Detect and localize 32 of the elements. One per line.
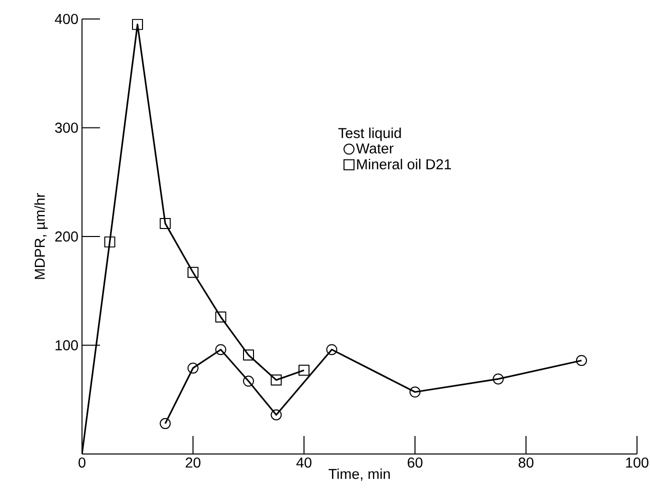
point [215, 344, 226, 356]
x-tick-label: 80 [518, 458, 534, 468]
point [270, 409, 282, 420]
y-tick-label: 300 [55, 122, 78, 133]
point [188, 362, 198, 374]
x-tick-label: 0 [78, 458, 86, 468]
legend-title: Test liquid [338, 128, 401, 141]
x-axis-title: Time, min [328, 468, 390, 481]
point [243, 350, 254, 361]
x-tick-label: 20 [186, 458, 200, 468]
y-axis-title: MDPR, µm/hr [34, 193, 48, 279]
x-tick-label: 60 [408, 458, 422, 468]
point [326, 344, 338, 356]
y-tick-label: 100 [56, 340, 78, 350]
point [132, 18, 143, 30]
y-tick-label: 200 [55, 231, 78, 242]
x-tick-label: 40 [296, 458, 312, 468]
point [188, 266, 198, 278]
point [410, 386, 421, 398]
legend-label: Mineral oil D21 [357, 158, 451, 170]
point [576, 354, 588, 366]
x-tick-label: 100 [626, 458, 648, 468]
point [492, 373, 504, 384]
legend-label: Water [356, 143, 394, 154]
y-tick-label: 400 [54, 14, 78, 24]
point [270, 374, 282, 386]
point [215, 311, 226, 322]
point [104, 236, 116, 248]
point [298, 364, 310, 376]
point [243, 376, 254, 387]
point [160, 218, 171, 229]
point [160, 418, 171, 430]
